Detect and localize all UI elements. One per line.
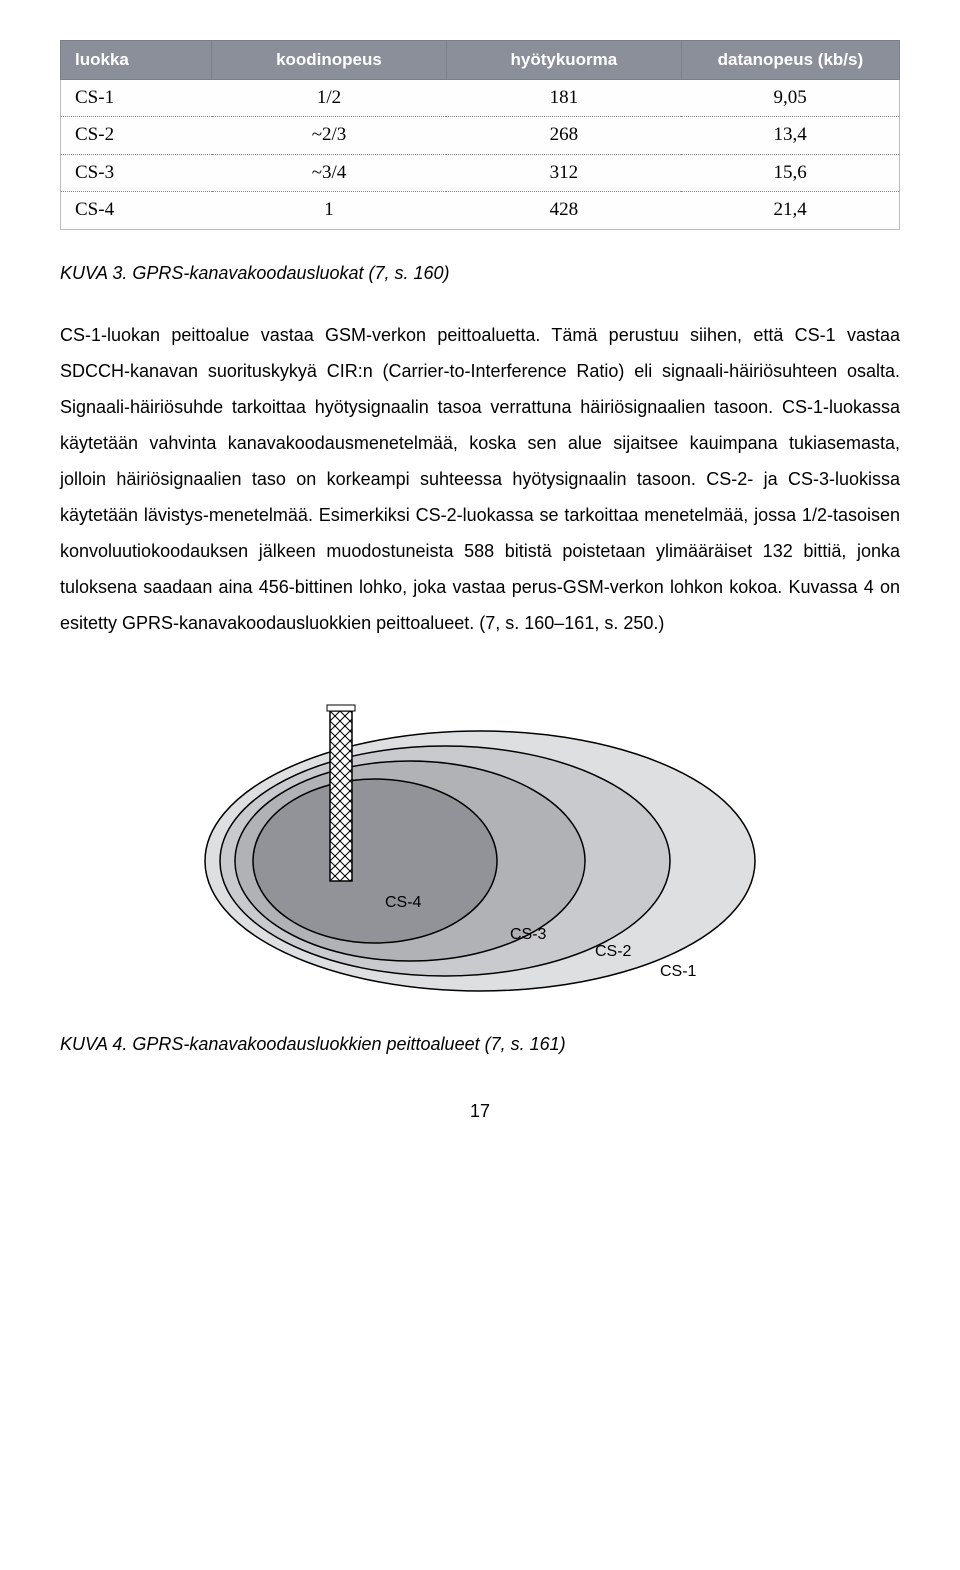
cell: CS-3 bbox=[61, 154, 212, 192]
svg-text:CS-4: CS-4 bbox=[385, 894, 422, 911]
cell: 9,05 bbox=[681, 79, 899, 117]
table-row: CS-3 ~3/4 312 15,6 bbox=[61, 154, 900, 192]
cell: 312 bbox=[446, 154, 681, 192]
cell: 1/2 bbox=[212, 79, 447, 117]
page-number: 17 bbox=[60, 1098, 900, 1125]
coverage-diagram: CS-1 CS-2 CS-3 CS-4 bbox=[60, 671, 900, 1001]
svg-text:CS-3: CS-3 bbox=[510, 926, 547, 943]
coverage-ellipses-svg: CS-1 CS-2 CS-3 CS-4 bbox=[200, 671, 760, 1001]
cell: CS-4 bbox=[61, 192, 212, 230]
table-row: CS-2 ~2/3 268 13,4 bbox=[61, 117, 900, 155]
cell: 181 bbox=[446, 79, 681, 117]
figure-4-caption: KUVA 4. GPRS-kanavakoodausluokkien peitt… bbox=[60, 1031, 900, 1058]
table-row: CS-4 1 428 21,4 bbox=[61, 192, 900, 230]
body-paragraph: CS-1-luokan peittoalue vastaa GSM-verkon… bbox=[60, 317, 900, 641]
coding-classes-table: luokka koodinopeus hyötykuorma datanopeu… bbox=[60, 40, 900, 230]
svg-text:CS-2: CS-2 bbox=[595, 943, 632, 960]
cell: 21,4 bbox=[681, 192, 899, 230]
th-datanopeus: datanopeus (kb/s) bbox=[681, 41, 899, 80]
table-row: CS-1 1/2 181 9,05 bbox=[61, 79, 900, 117]
cell: CS-1 bbox=[61, 79, 212, 117]
cell: 268 bbox=[446, 117, 681, 155]
cell: 15,6 bbox=[681, 154, 899, 192]
cell: 428 bbox=[446, 192, 681, 230]
th-luokka: luokka bbox=[61, 41, 212, 80]
cell: 13,4 bbox=[681, 117, 899, 155]
th-koodinopeus: koodinopeus bbox=[212, 41, 447, 80]
cell: 1 bbox=[212, 192, 447, 230]
svg-text:CS-1: CS-1 bbox=[660, 963, 697, 980]
figure-3-caption: KUVA 3. GPRS-kanavakoodausluokat (7, s. … bbox=[60, 260, 900, 287]
cell: ~3/4 bbox=[212, 154, 447, 192]
cell: ~2/3 bbox=[212, 117, 447, 155]
cell: CS-2 bbox=[61, 117, 212, 155]
th-hyotykuorma: hyötykuorma bbox=[446, 41, 681, 80]
